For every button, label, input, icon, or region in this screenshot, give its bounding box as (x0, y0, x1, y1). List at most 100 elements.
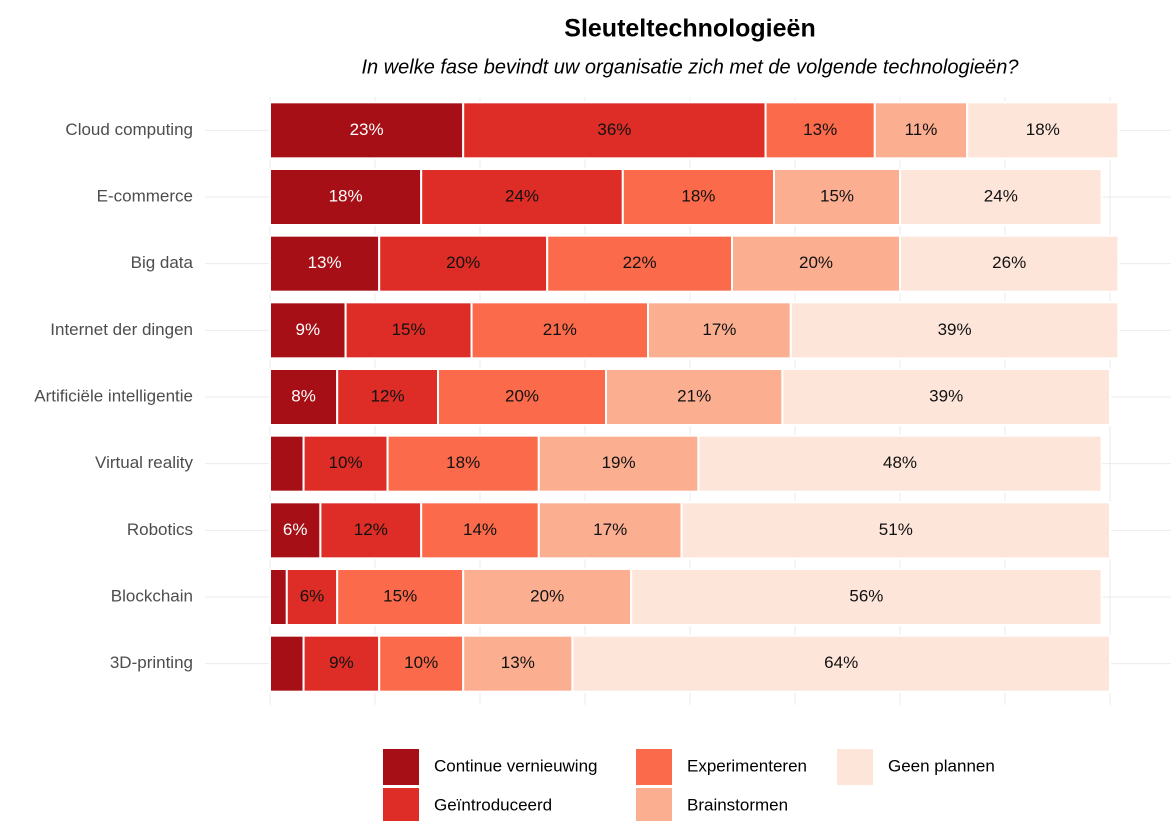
bar-segment (302, 634, 381, 693)
bar-segment (462, 101, 767, 160)
bar-segment (302, 434, 389, 493)
legend-swatch (636, 788, 672, 821)
data-label: 48% (883, 453, 917, 472)
data-label: 21% (677, 386, 711, 405)
bar-segment (336, 368, 440, 426)
data-label: 6% (283, 520, 308, 539)
data-label: 13% (501, 653, 535, 672)
data-label: 24% (984, 186, 1018, 205)
data-label: 56% (849, 586, 883, 605)
bar-segment (680, 501, 1111, 560)
data-label: 15% (392, 320, 426, 339)
bar-segment (966, 101, 1120, 160)
data-label: 17% (702, 320, 736, 339)
y-tick-label: Artificiële intelligentie (34, 386, 193, 405)
bar-segment (285, 568, 339, 626)
data-label: 20% (505, 386, 539, 405)
data-label: 64% (824, 653, 858, 672)
y-tick-label: 3D-printing (110, 653, 193, 672)
bar-segment (437, 368, 607, 426)
data-label: 20% (799, 253, 833, 272)
bar-segment (319, 501, 423, 560)
data-label: 39% (938, 320, 972, 339)
bar-segment (336, 568, 465, 626)
bar-segment (571, 634, 1111, 693)
data-label: 21% (543, 320, 577, 339)
data-label: 11% (905, 120, 938, 139)
bar-segment (647, 301, 792, 360)
legend-label: Brainstormen (687, 795, 788, 814)
legend-label: Continue vernieuwing (434, 756, 598, 775)
legend-label: Geen plannen (888, 756, 995, 775)
data-label: 18% (446, 453, 480, 472)
data-label: 15% (820, 186, 854, 205)
data-label: 24% (505, 186, 539, 205)
bar-segment (605, 368, 784, 426)
data-label: 17% (593, 520, 627, 539)
data-label: 51% (879, 520, 913, 539)
y-tick-label: E-commerce (97, 186, 193, 205)
y-tick-label: Internet der dingen (50, 320, 193, 339)
data-label: 36% (597, 120, 631, 139)
data-label: 22% (623, 253, 657, 272)
legend-label: Geïntroduceerd (434, 795, 552, 814)
bar-segment (899, 168, 1103, 226)
bar-segment (269, 634, 305, 693)
bar-segment (789, 301, 1120, 360)
data-label: 20% (530, 586, 564, 605)
bar-segment (344, 301, 473, 360)
y-tick-label: Blockchain (111, 586, 193, 605)
bar-segment (731, 234, 901, 293)
data-label: 18% (329, 186, 363, 205)
bar-segment (462, 634, 574, 693)
bar-segment (386, 434, 540, 493)
bar-segment (873, 101, 969, 160)
data-label: 10% (329, 453, 363, 472)
bar-segment (269, 301, 347, 360)
y-tick-label: Cloud computing (65, 120, 193, 139)
data-label: 20% (446, 253, 480, 272)
y-tick-label: Big data (131, 253, 194, 272)
bar-segment (697, 434, 1103, 493)
legend-swatch (383, 788, 419, 821)
bar-segment (537, 501, 683, 560)
data-label: 39% (929, 386, 963, 405)
chart-title: Sleuteltechnologieën (564, 15, 815, 43)
bar-segment (470, 301, 649, 360)
data-label: 6% (300, 586, 325, 605)
data-label: 18% (681, 186, 715, 205)
bar-segment (630, 568, 1103, 626)
legend-swatch (636, 749, 672, 785)
bar-segment (420, 501, 540, 560)
data-label: 12% (371, 386, 405, 405)
bar-segment (781, 368, 1112, 426)
data-label: 13% (803, 120, 837, 139)
data-label: 19% (602, 453, 636, 472)
bar-segment (269, 434, 305, 493)
bar-segment (546, 234, 734, 293)
data-label: 10% (404, 653, 438, 672)
bar-segment (378, 634, 465, 693)
bar-segment (621, 168, 775, 226)
legend-swatch (383, 749, 419, 785)
data-label: 9% (296, 320, 321, 339)
bar-segment (269, 168, 423, 226)
data-label: 18% (1026, 120, 1060, 139)
data-label: 14% (463, 520, 497, 539)
data-label: 12% (354, 520, 388, 539)
bar-segment (269, 568, 288, 626)
bar-segment (269, 368, 339, 426)
legend-label: Experimenteren (687, 756, 807, 775)
y-tick-label: Virtual reality (95, 453, 193, 472)
data-label: 8% (291, 386, 316, 405)
chart-subtitle: In welke fase bevindt uw organisatie zic… (361, 56, 1019, 78)
data-label: 23% (350, 120, 384, 139)
bar-segment (378, 234, 549, 293)
y-tick-label: Robotics (127, 520, 193, 539)
data-label: 13% (308, 253, 342, 272)
bar-segment (899, 234, 1120, 293)
data-label: 15% (383, 586, 417, 605)
legend-swatch (837, 749, 873, 785)
data-label: 9% (329, 653, 354, 672)
